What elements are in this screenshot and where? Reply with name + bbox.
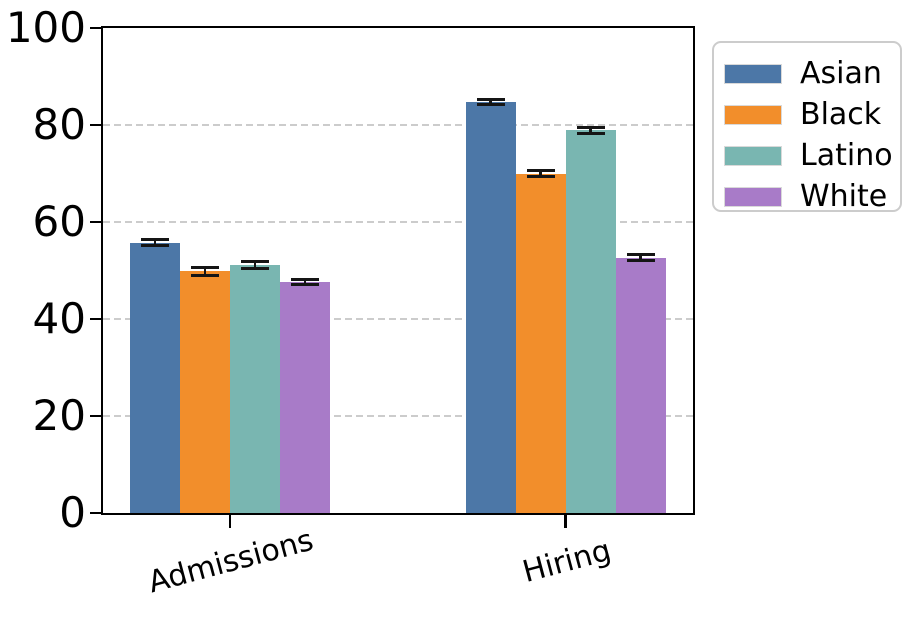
y-tick-label-20: 20 <box>32 391 86 440</box>
error-cap-top <box>576 125 605 129</box>
y-tick-label-60: 60 <box>32 197 86 246</box>
plot-area <box>101 26 695 515</box>
legend-label-latino: Latino <box>800 137 893 173</box>
error-cap-bottom <box>576 131 605 135</box>
legend-swatch-asian <box>724 63 782 84</box>
error-cap-top <box>626 253 655 257</box>
bar-asian-hiring <box>465 102 516 513</box>
error-bar-black-admissions <box>203 267 207 276</box>
y-tick-label-80: 80 <box>32 100 86 149</box>
legend-label-asian: Asian <box>800 55 882 91</box>
y-tick-mark-20 <box>90 414 103 418</box>
legend-label-black: Black <box>800 96 882 132</box>
legend-item-latino: Latino <box>714 135 900 176</box>
x-tick-label-hiring: Hiring <box>519 533 615 591</box>
error-bar-black-hiring <box>539 169 542 178</box>
bar-asian-admissions <box>130 242 181 513</box>
y-tick-label-100: 100 <box>5 3 86 52</box>
error-bar-white-hiring <box>639 254 642 262</box>
legend-label-white: White <box>800 178 888 214</box>
error-cap-top <box>526 168 555 172</box>
error-cap-bottom <box>526 175 555 179</box>
error-cap-bottom <box>191 273 220 277</box>
bar-latino-hiring <box>565 130 616 513</box>
y-tick-label-0: 0 <box>59 488 86 537</box>
legend: Asian Black Latino White <box>712 41 902 212</box>
y-tick-mark-60 <box>90 220 103 224</box>
bar-latino-admissions <box>230 265 281 513</box>
error-bar-white-admissions <box>303 278 307 285</box>
error-cap-top <box>241 260 270 264</box>
error-cap-top <box>191 266 220 270</box>
legend-swatch-white <box>724 186 782 207</box>
x-tick-mark-hiring <box>564 515 567 528</box>
error-cap-bottom <box>476 103 505 107</box>
y-tick-mark-100 <box>90 26 103 30</box>
y-tick-mark-0 <box>90 511 103 515</box>
error-cap-top <box>476 98 505 102</box>
error-bar-latino-admissions <box>253 261 257 270</box>
error-cap-bottom <box>141 244 170 248</box>
bar-white-admissions <box>280 281 331 513</box>
gridline-40 <box>103 318 693 320</box>
error-cap-bottom <box>626 259 655 263</box>
gridline-60 <box>103 221 693 223</box>
legend-item-white: White <box>714 176 900 217</box>
y-tick-mark-40 <box>90 317 103 321</box>
gridline-20 <box>103 415 693 417</box>
y-tick-label-40: 40 <box>32 294 86 343</box>
error-bar-asian-admissions <box>153 239 157 247</box>
y-tick-mark-80 <box>90 123 103 127</box>
error-bar-latino-hiring <box>589 126 592 134</box>
error-cap-top <box>141 238 170 242</box>
bar-white-hiring <box>615 257 666 513</box>
error-cap-top <box>291 277 320 281</box>
bar-black-admissions <box>180 271 231 513</box>
x-tick-mark-admissions <box>228 515 232 528</box>
error-cap-bottom <box>291 282 320 286</box>
error-bar-asian-hiring <box>489 99 492 106</box>
legend-item-asian: Asian <box>714 53 900 94</box>
legend-swatch-black <box>724 104 782 125</box>
legend-item-black: Black <box>714 94 900 135</box>
gridline-80 <box>103 124 693 126</box>
error-cap-bottom <box>241 267 270 271</box>
bar-black-hiring <box>515 173 566 513</box>
legend-swatch-latino <box>724 145 782 166</box>
